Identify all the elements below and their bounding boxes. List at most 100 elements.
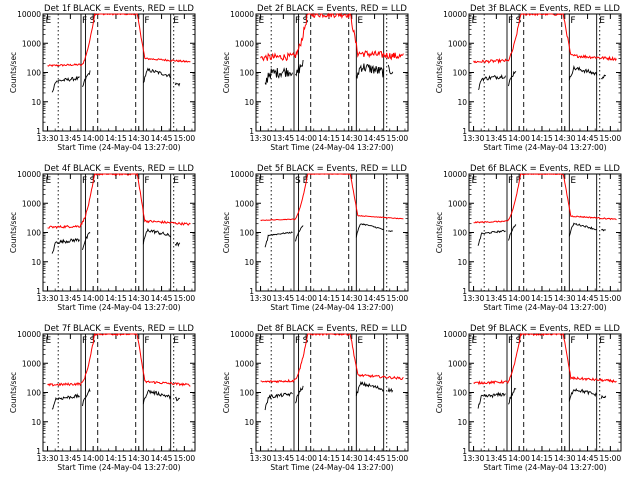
marker-letter-e: E [472,176,478,186]
x-tick-label: 14:15 [105,294,127,303]
marker-letter-f: F [144,176,149,186]
x-tick-label: 14:15 [318,294,340,303]
x-tick-label: 14:00 [295,454,317,463]
panel-title: Det 9f BLACK = Events, RED = LLD [470,324,620,334]
x-tick-label: 15:00 [600,294,622,303]
plot-frame [42,173,196,292]
marker-letter-s: S [90,16,96,26]
y-tick-label: 100 [240,229,255,238]
events-series-line [601,228,606,232]
y-tick-label: 100 [27,229,42,238]
plot-frame [468,13,622,132]
x-tick-label: 14:30 [341,454,363,463]
plot-frame [42,333,196,452]
x-tick-label: 14:30 [554,454,576,463]
marker-letter-s: S [303,16,309,26]
marker-letter-f: F [508,336,513,346]
events-series-line [477,229,506,246]
events-series-line [508,224,517,241]
y-axis-label: Counts/sec [435,212,444,253]
marker-letter-s: S [516,16,522,26]
events-series-line [174,241,181,248]
y-tick-label: 1000 [235,199,254,208]
x-tick-label: 14:30 [341,294,363,303]
marker-letter-p: P [516,176,522,186]
x-tick-label: 14:45 [577,294,599,303]
y-tick-label: 10000 [230,10,254,19]
y-tick-label: 100 [240,389,255,398]
events-series-line [508,387,517,405]
x-tick-label: 13:30 [463,134,485,143]
panel-title: Det 6f BLACK = Events, RED = LLD [470,164,620,174]
y-tick-label: 1000 [235,39,254,48]
panel-det-7f: Det 7f BLACK = Events, RED = LLD 1 10 100 10… [9,324,196,472]
y-tick-label: 10000 [443,170,467,179]
marker-letter-e: E [259,336,265,346]
panel-title: Det 8f BLACK = Events, RED = LLD [257,324,407,334]
x-tick-label: 13:30 [37,134,59,143]
marker-letter-e: E [173,336,179,346]
x-tick-label: 14:30 [554,294,576,303]
x-tick-label: 13:45 [486,134,508,143]
marker-letter-e: E [259,176,265,186]
x-tick-label: 14:45 [151,294,173,303]
x-tick-label: 15:00 [174,294,196,303]
panel-det-9f: Det 9f BLACK = Events, RED = LLD 1 10 100 10… [435,324,622,472]
marker-letter-e: E [303,176,309,186]
lld-series-line [473,173,617,224]
y-tick-label: 1000 [22,39,41,48]
events-series-line [508,70,517,87]
x-tick-label: 13:30 [250,294,272,303]
events-series-line [295,59,304,77]
x-tick-label: 14:30 [128,294,150,303]
x-tick-label: 13:30 [463,294,485,303]
marker-letter-e: E [357,336,363,346]
panel-title: Det 3f BLACK = Events, RED = LLD [470,4,620,14]
y-tick-label: 10 [244,418,254,427]
panel-det-5f: Det 5f BLACK = Events, RED = LLD 1 10 100 10… [222,164,409,312]
events-series-line [82,387,91,407]
events-series-line [174,396,180,402]
x-tick-label: 14:30 [128,134,150,143]
marker-letter-e: E [472,16,478,26]
x-tick-label: 14:45 [151,134,173,143]
y-tick-label: 1000 [22,359,41,368]
marker-letter-s: S [90,176,96,186]
marker-letter-f: F [508,16,513,26]
x-tick-label: 13:45 [486,294,508,303]
x-tick-label: 13:45 [486,454,508,463]
x-tick-label: 14:00 [82,454,104,463]
x-tick-label: 14:15 [318,454,340,463]
x-axis-label: Start Time (24-May-04 13:27:00) [483,303,606,312]
events-series-line [355,380,385,397]
panel-title: Det 4f BLACK = Events, RED = LLD [44,164,194,174]
lld-series-line [473,332,617,386]
x-tick-label: 14:45 [364,134,386,143]
x-tick-label: 14:30 [341,134,363,143]
y-tick-label: 100 [453,389,468,398]
y-tick-label: 10 [244,258,254,267]
x-tick-label: 14:00 [508,454,530,463]
events-series-line [477,73,506,90]
y-tick-label: 10000 [443,10,467,19]
events-series-line [142,227,172,245]
y-tick-label: 100 [453,69,468,78]
events-series-line [355,63,385,79]
x-tick-label: 13:45 [273,134,295,143]
y-tick-label: 10000 [17,10,41,19]
y-tick-label: 1 [36,447,41,456]
x-axis-label: Start Time (24-May-04 13:27:00) [483,143,606,152]
y-axis-label: Counts/sec [222,372,231,413]
marker-letter-e: E [599,16,605,26]
lld-series-line [47,332,191,387]
x-tick-label: 14:30 [554,134,576,143]
events-series-line [295,225,304,242]
marker-letter-f: F [82,16,87,26]
y-axis-label: Counts/sec [435,52,444,93]
y-axis-label: Counts/sec [9,212,18,253]
x-tick-label: 14:15 [531,134,553,143]
panel-det-4f: Det 4f BLACK = Events, RED = LLD 1 10 100 10… [9,164,196,312]
x-tick-label: 15:00 [387,134,409,143]
marker-letter-f: F [144,336,149,346]
